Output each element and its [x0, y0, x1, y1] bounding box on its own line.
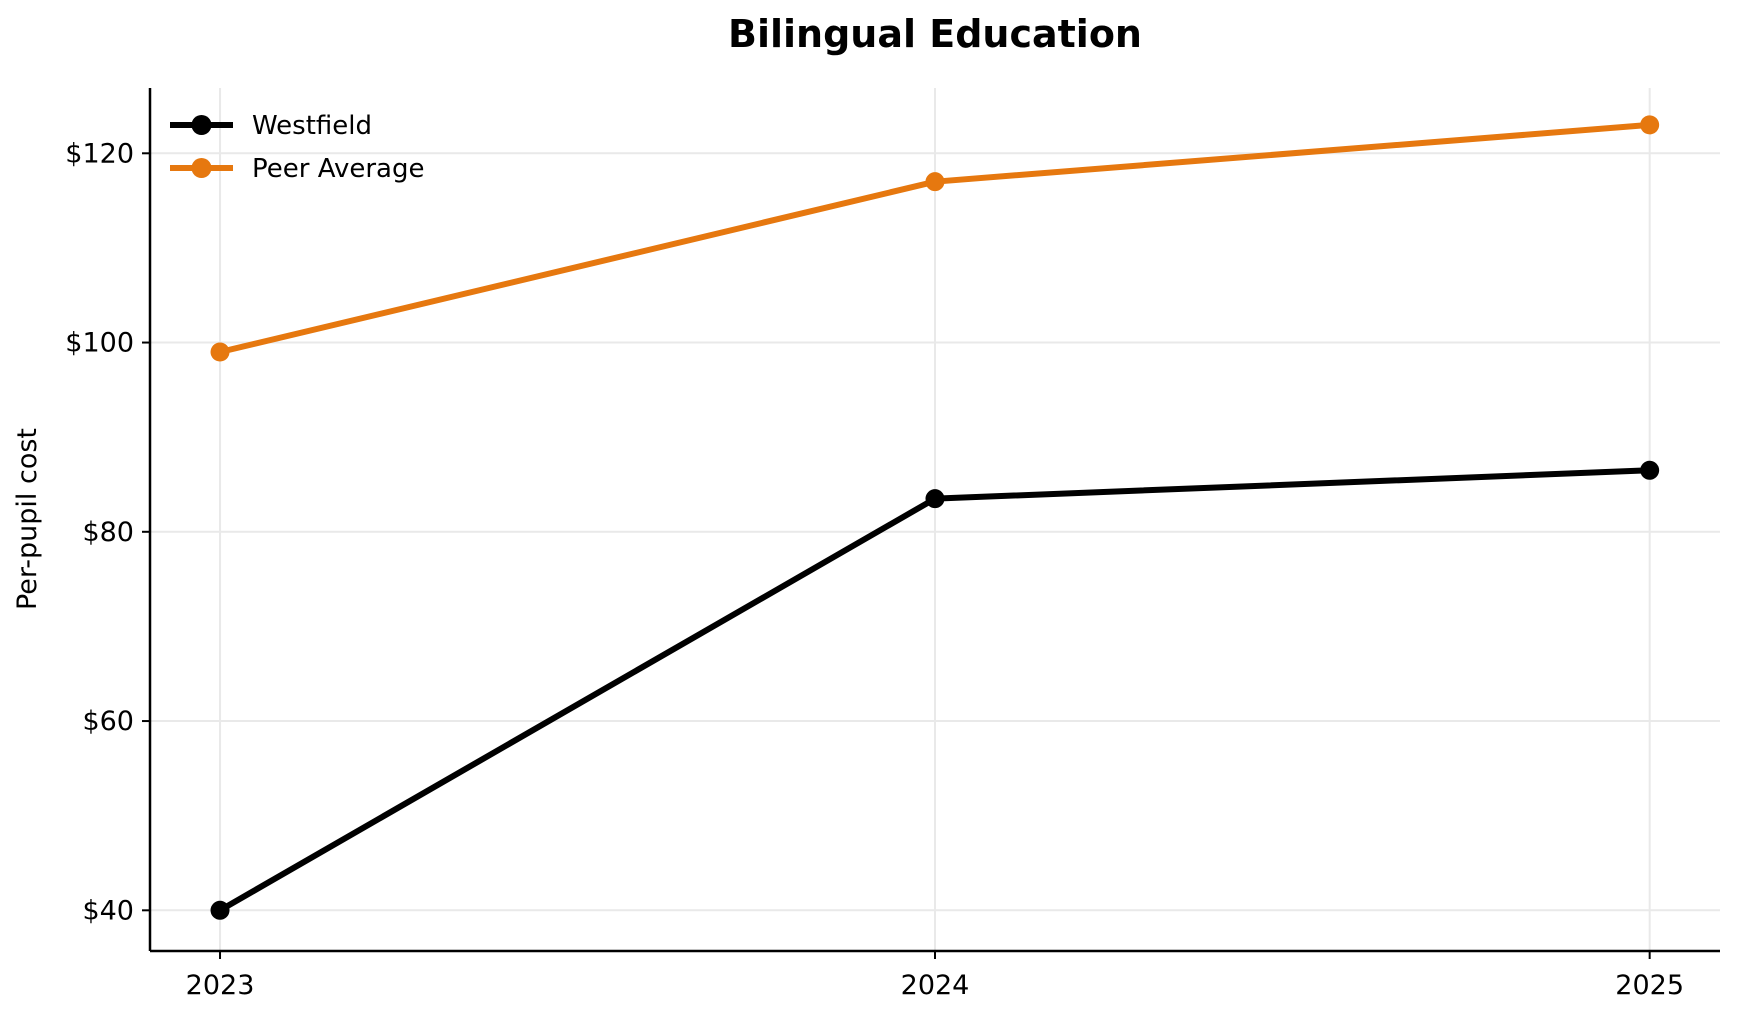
legend-item-peer-average: Peer Average — [170, 154, 424, 184]
grid-layer — [150, 88, 1720, 951]
legend-item-westfield: Westfield — [170, 111, 372, 141]
y-axis-label: Per-pupil cost — [12, 428, 43, 610]
y-tick-label: $120 — [65, 138, 134, 169]
y-tick-label: $80 — [82, 517, 134, 548]
legend-marker-peer-average — [191, 158, 212, 178]
y-tick-label: $60 — [82, 706, 134, 737]
data-point-marker-westfield — [925, 489, 945, 509]
legend-label-westfield: Westfield — [252, 111, 372, 141]
x-tick-label: 2023 — [186, 970, 255, 1001]
series-layer — [210, 115, 1660, 920]
data-point-marker-westfield — [1640, 460, 1660, 480]
data-point-marker-peer-average — [210, 342, 230, 362]
x-tick-label: 2025 — [1615, 970, 1684, 1001]
legend: Westfield Peer Average — [170, 111, 424, 184]
data-point-marker-westfield — [210, 900, 230, 920]
legend-marker-westfield — [191, 115, 212, 135]
y-tick-label: $40 — [82, 895, 134, 926]
data-point-marker-peer-average — [1640, 115, 1660, 135]
legend-label-peer-average: Peer Average — [252, 154, 424, 184]
y-tick-label: $100 — [65, 328, 134, 359]
chart-title: Bilingual Education — [728, 12, 1142, 56]
axes-layer: $40 $60 $80 $100 $120 2023 2024 2025 — [65, 88, 1720, 1001]
x-tick-label: 2024 — [901, 970, 970, 1001]
data-point-marker-peer-average — [925, 172, 945, 192]
